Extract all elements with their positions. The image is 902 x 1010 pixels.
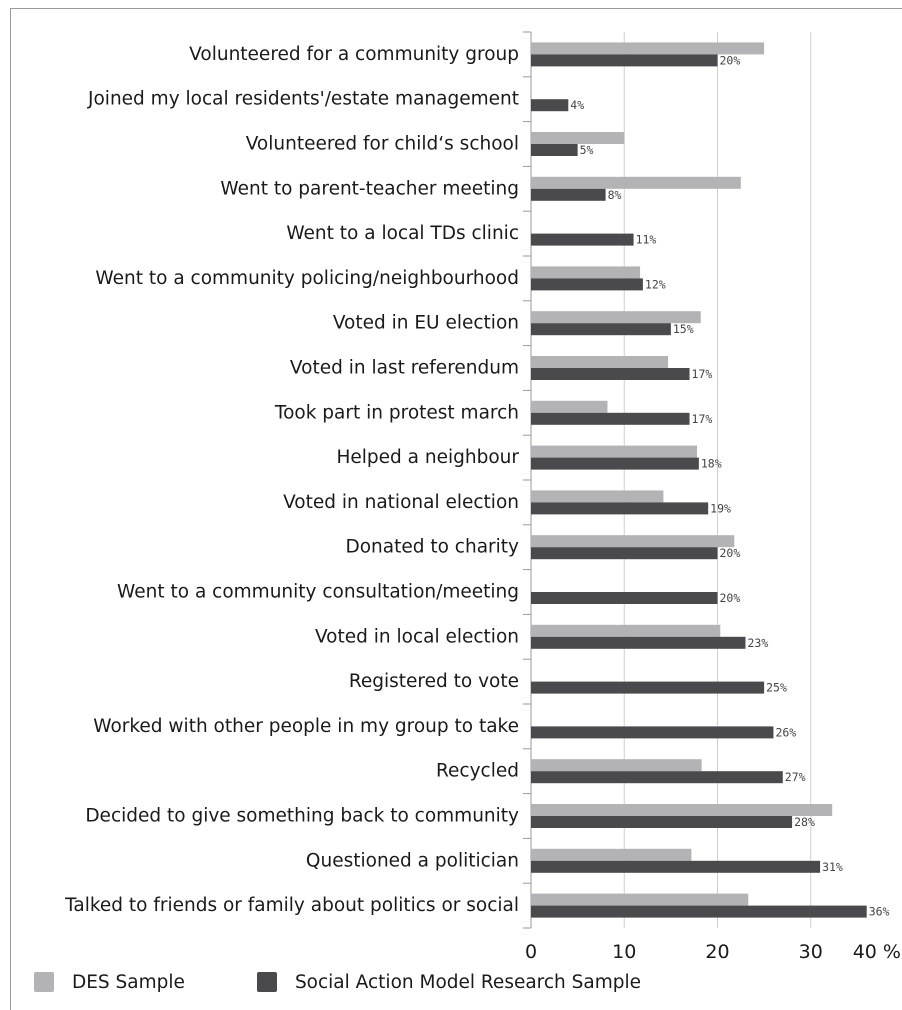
bar-des-sample: [531, 176, 741, 189]
legend-label-des: DES Sample: [72, 971, 185, 993]
category-label: Donated to charity: [345, 537, 519, 558]
category-label: Went to parent-teacher meeting: [220, 178, 519, 199]
bar-social-action-sample: [531, 905, 867, 918]
data-label: 12%: [645, 277, 666, 291]
bar-social-action-sample: [531, 547, 718, 560]
bar-social-action-sample: [531, 860, 821, 873]
category-label: Talked to friends or family about politi…: [64, 895, 519, 916]
category-label: Voted in local election: [315, 626, 519, 647]
data-label: 27%: [785, 770, 806, 784]
data-label: 36%: [869, 905, 890, 919]
bar-des-sample: [531, 356, 669, 368]
category-label: Recycled: [436, 761, 519, 782]
legend-swatch-sam: [256, 972, 277, 992]
category-label: Helped a neighbour: [336, 447, 519, 468]
bar-social-action-sample: [531, 816, 793, 828]
category-label: Voted in EU election: [333, 313, 519, 334]
category-label: Joined my local residents'/estate manage…: [87, 89, 519, 110]
data-label: 26%: [775, 725, 796, 739]
data-label: 15%: [673, 322, 694, 336]
bar-des-sample: [531, 42, 765, 55]
bar-social-action-sample: [531, 278, 643, 291]
data-label: 31%: [822, 860, 843, 874]
data-label: 23%: [747, 636, 768, 650]
x-tick-label: 40 %: [853, 941, 901, 963]
chart-legend: DES Sample Social Action Model Research …: [34, 970, 713, 994]
bar-social-action-sample: [531, 726, 774, 739]
data-label: 8%: [608, 188, 622, 202]
bar-social-action-sample: [531, 502, 709, 515]
x-tick-label: 10: [612, 941, 636, 963]
bar-chart: Volunteered for a community group 20% Join…: [64, 31, 901, 963]
data-label: 11%: [636, 233, 657, 247]
bar-social-action-sample: [531, 368, 690, 380]
data-label: 20%: [720, 546, 741, 560]
bar-des-sample: [531, 624, 721, 637]
data-label: 5%: [580, 143, 594, 157]
bar-social-action-sample: [531, 54, 718, 67]
bar-des-sample: [531, 266, 641, 279]
bar-des-sample: [531, 490, 664, 503]
bar-des-sample: [531, 893, 749, 906]
x-tick-label: 30: [799, 941, 823, 963]
category-label: Voted in national election: [283, 492, 519, 513]
bar-des-sample: [531, 445, 697, 458]
category-label: Registered to vote: [349, 671, 519, 692]
bar-social-action-sample: [531, 188, 606, 201]
x-tick-label: 20: [705, 941, 729, 963]
bar-social-action-sample: [531, 144, 578, 156]
category-label: Questioned a politician: [306, 850, 519, 871]
category-label: Decided to give something back to commun…: [85, 806, 519, 827]
category-label: Went to a community consultation/meeting: [117, 582, 519, 603]
bar-des-sample: [531, 804, 833, 816]
bar-des-sample: [531, 400, 608, 413]
bar-social-action-sample: [531, 636, 746, 649]
x-tick-label: 0: [525, 941, 537, 963]
bar-des-sample: [531, 535, 735, 548]
bar-social-action-sample: [531, 592, 718, 604]
bar-des-sample: [531, 759, 702, 772]
category-label: Volunteered for child‘s school: [246, 134, 519, 155]
data-label: 17%: [692, 412, 713, 426]
data-label: 18%: [701, 457, 722, 471]
data-label: 4%: [570, 98, 584, 112]
data-label: 20%: [720, 591, 741, 605]
bar-social-action-sample: [531, 233, 634, 246]
bar-social-action-sample: [531, 323, 671, 336]
data-label: 28%: [794, 815, 815, 829]
category-label: Went to a community policing/neighbourho…: [95, 268, 519, 289]
data-label: 19%: [710, 501, 731, 515]
bar-social-action-sample: [531, 771, 783, 784]
data-label: 20%: [720, 53, 741, 67]
bar-des-sample: [531, 311, 701, 324]
category-label: Went to a local TDs clinic: [286, 223, 519, 244]
bar-des-sample: [531, 132, 625, 144]
category-label: Took part in protest march: [274, 402, 519, 423]
data-label: 25%: [766, 681, 787, 695]
bar-social-action-sample: [531, 681, 765, 694]
legend-label-sam: Social Action Model Research Sample: [294, 971, 642, 993]
category-label: Worked with other people in my group to …: [93, 716, 519, 737]
bar-social-action-sample: [531, 457, 699, 470]
category-label: Volunteered for a community group: [189, 44, 519, 65]
category-label: Voted in last referendum: [290, 358, 519, 379]
bar-social-action-sample: [531, 412, 690, 425]
bar-social-action-sample: [531, 99, 569, 112]
legend-swatch-des: [34, 972, 54, 992]
data-label: 17%: [692, 367, 713, 381]
legend-item-sam: Social Action Model Research Sample: [256, 971, 642, 993]
bar-des-sample: [531, 848, 692, 861]
legend-item-des: DES Sample: [34, 972, 185, 993]
chart-frame: [10, 8, 902, 1010]
